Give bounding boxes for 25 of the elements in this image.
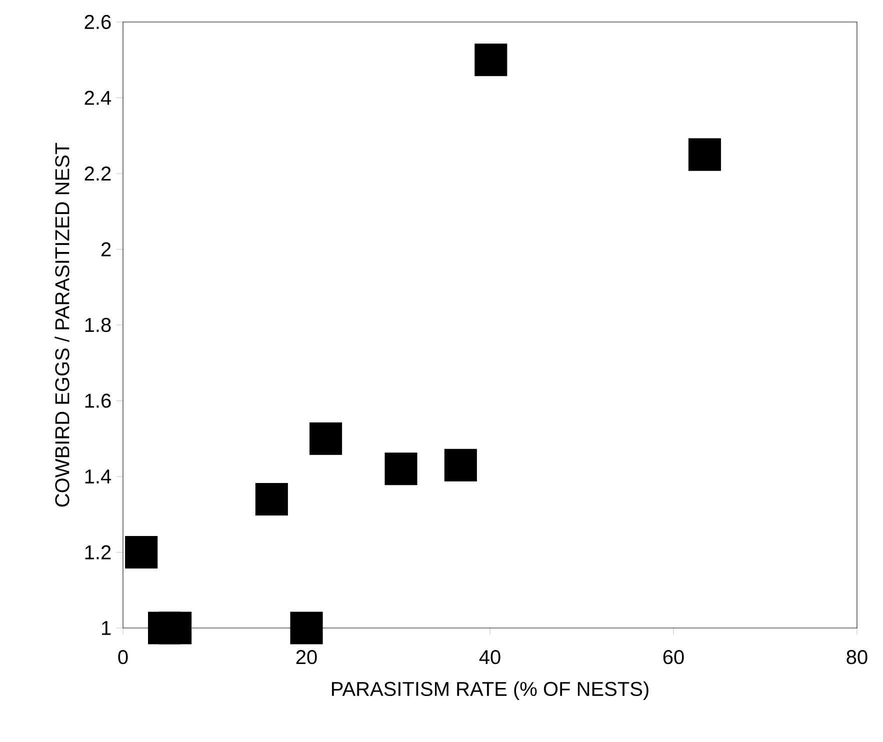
point (444, 448, 477, 482)
y-tick-label: 1.2 (85, 545, 111, 560)
y-tick-label: 1.8 (85, 318, 111, 332)
x-axis-title: PARASITISM RATE (% OF NESTS) (332, 681, 648, 700)
x-tick-label: 80 (846, 650, 868, 664)
y-tick-label: 2.2 (84, 166, 111, 180)
point (159, 612, 192, 644)
point (309, 422, 342, 455)
point (384, 452, 418, 486)
x-tick-label: 40 (479, 650, 500, 664)
point (255, 482, 288, 516)
y-axis-title: COWBIRD EGGS / PARASITIZED NEST (54, 142, 70, 507)
point (474, 44, 508, 76)
x-tick-label: 0 (118, 650, 128, 664)
point (125, 536, 158, 569)
y-tick-label: 2 (102, 242, 111, 256)
y-tick-label: 1.4 (85, 470, 112, 484)
y-tick-label: 2.6 (84, 14, 111, 30)
x-tick-label: 60 (663, 650, 684, 664)
y-tick-label: 1 (102, 621, 111, 635)
y-tick-label: 2.4 (84, 90, 112, 105)
point (688, 138, 721, 171)
y-tick-label: 1.6 (85, 394, 111, 408)
x-tick-label: 20 (296, 650, 317, 664)
point (290, 612, 323, 644)
